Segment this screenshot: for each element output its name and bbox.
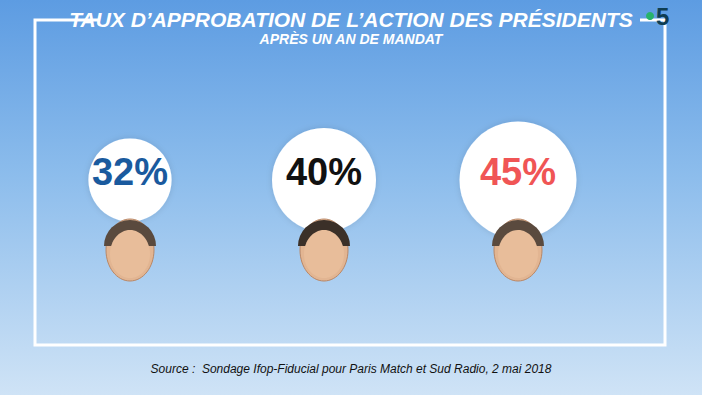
svg-text:TAUX D’APPROBATION DE L’ACTION: TAUX D’APPROBATION DE L’ACTION DES PRÉSI… [69, 8, 633, 31]
svg-text:32%: 32% [92, 151, 168, 193]
svg-text:40%: 40% [286, 151, 362, 193]
svg-text:Source : Sondage Ifop-Fiducia: Source : Sondage Ifop-Fiducial pour Pari… [151, 362, 552, 376]
svg-text:5: 5 [656, 3, 669, 30]
svg-text:APRÈS UN AN DE MANDAT: APRÈS UN AN DE MANDAT [259, 31, 444, 47]
svg-text:45%: 45% [480, 151, 556, 193]
